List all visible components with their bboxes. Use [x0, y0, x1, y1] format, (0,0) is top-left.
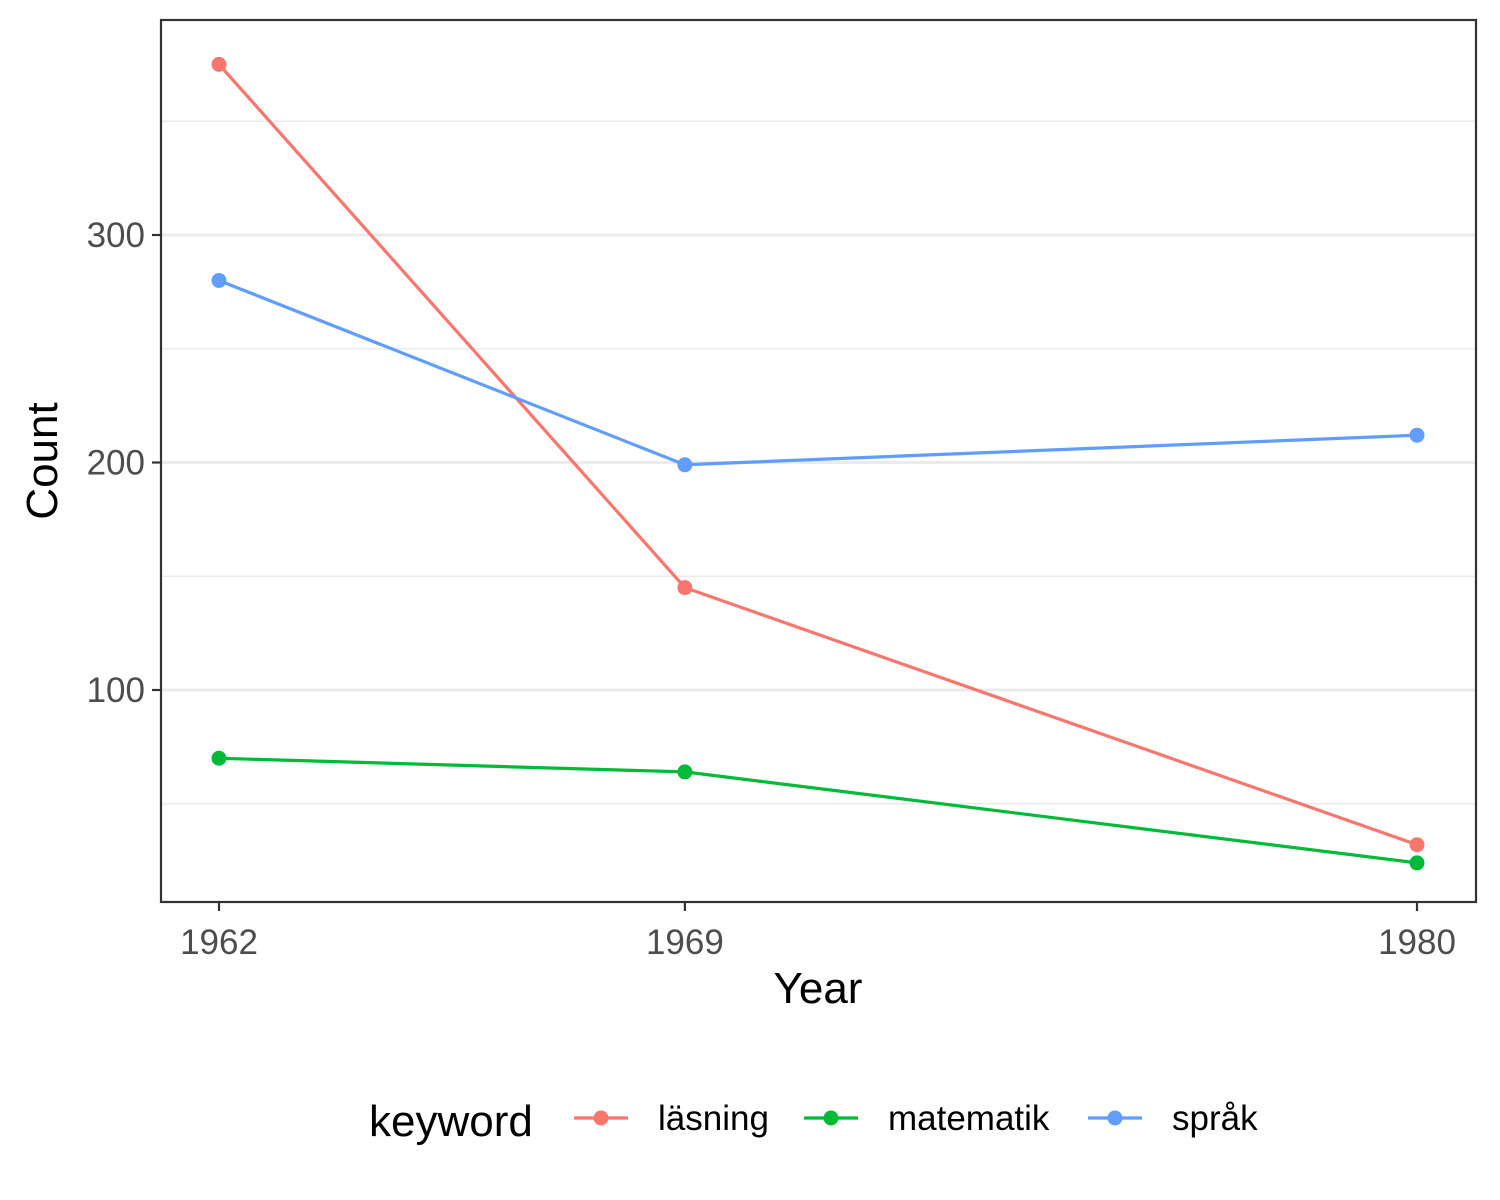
- legend-key-point: [1107, 1110, 1123, 1126]
- legend-label: matematik: [888, 1099, 1050, 1138]
- x-tick-label: 1962: [180, 923, 258, 962]
- legend-label: språk: [1172, 1099, 1258, 1138]
- series-lasning: [211, 56, 1425, 853]
- x-tick-label: 1980: [1378, 923, 1456, 962]
- y-tick-label: 200: [87, 444, 145, 483]
- data-point-matematik-1962: [211, 750, 227, 766]
- minor-gridlines: [161, 120, 1476, 805]
- x-axis: 1962 1969 1980: [180, 902, 1456, 962]
- legend-key-point: [823, 1110, 839, 1126]
- x-axis-title: Year: [774, 964, 863, 1013]
- major-gridlines: [161, 233, 1476, 692]
- data-point-lasning-1969: [677, 580, 693, 596]
- legend-label: läsning: [658, 1099, 769, 1138]
- x-tick-label: 1969: [646, 923, 724, 962]
- series-layer: [211, 56, 1425, 871]
- y-axis: 100 200 300: [87, 216, 161, 710]
- data-point-sprak-1962: [211, 273, 227, 288]
- series-sprak: [211, 273, 1425, 473]
- data-point-sprak-1980: [1409, 427, 1425, 443]
- data-point-sprak-1969: [677, 457, 693, 473]
- series-matematik: [211, 750, 1425, 871]
- plot-panel-border: [159, 18, 1478, 904]
- y-tick-label: 100: [87, 671, 145, 710]
- data-point-matematik-1969: [677, 764, 693, 780]
- y-tick-label: 300: [87, 216, 145, 255]
- data-point-matematik-1980: [1409, 855, 1425, 871]
- legend-key-point: [593, 1110, 609, 1126]
- legend-item-matematik: matematik: [804, 1099, 1050, 1138]
- data-point-lasning-1980: [1409, 837, 1425, 853]
- legend-item-lasning: läsning: [574, 1099, 769, 1138]
- data-point-lasning-1962: [211, 56, 227, 72]
- legend-title: keyword: [369, 1097, 533, 1146]
- y-axis-title: Count: [18, 402, 67, 519]
- legend-item-sprak: språk: [1088, 1099, 1258, 1138]
- legend: keyword läsning matematik språk: [369, 1097, 1258, 1146]
